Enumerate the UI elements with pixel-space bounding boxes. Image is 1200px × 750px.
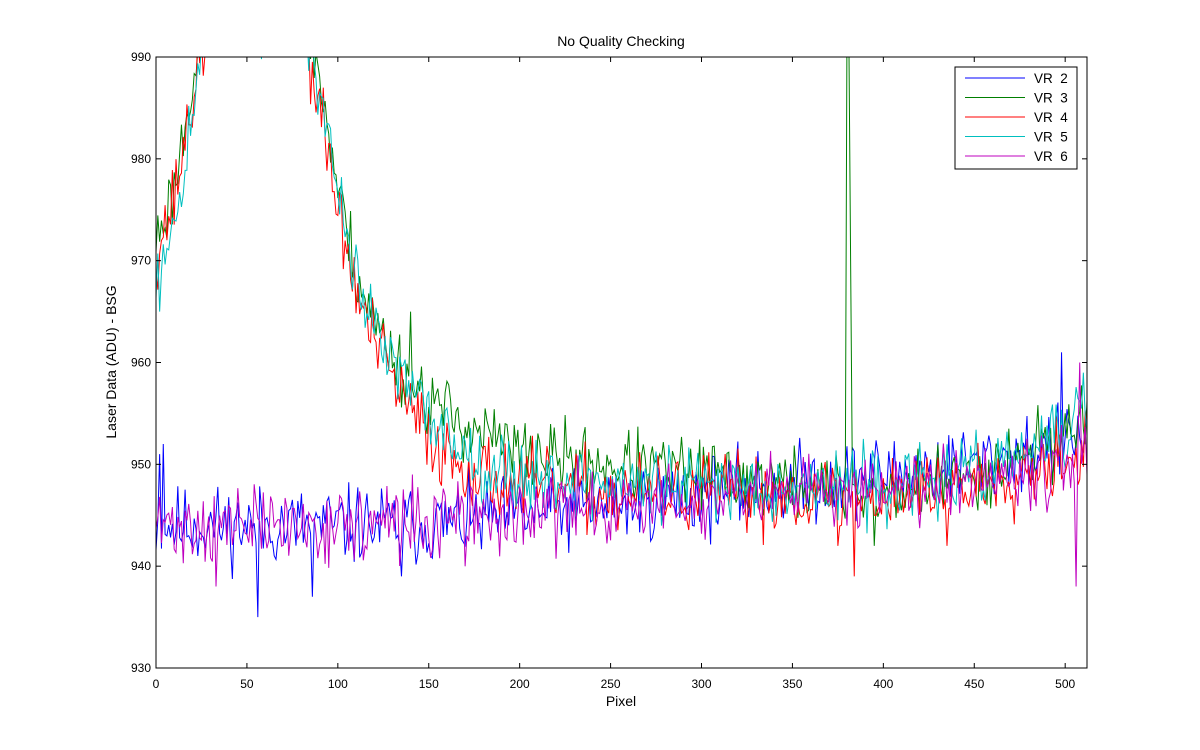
x-tick-label: 150 (419, 677, 439, 691)
series-line-vr6 (156, 362, 1087, 587)
legend: VR 2 VR 3 VR 4 VR 5 VR 6 (954, 66, 1078, 170)
ticks-layer: 0 50 100 150 200 250 300 350 400 450 500 930 940 950 9… (131, 50, 1087, 691)
x-tick-label: 350 (782, 677, 802, 691)
x-tick-label: 300 (691, 677, 711, 691)
plot-area (156, 57, 1087, 668)
y-tick-label: 930 (131, 661, 151, 675)
legend-label: VR 6 (1034, 149, 1068, 164)
x-tick-label: 50 (240, 677, 254, 691)
x-tick-label: 450 (964, 677, 984, 691)
x-tick-label: 0 (153, 677, 160, 691)
y-tick-label: 990 (131, 50, 151, 64)
legend-label: VR 2 (1034, 71, 1068, 86)
y-tick-label: 960 (131, 356, 151, 370)
series-layer (156, 57, 1087, 618)
x-tick-label: 100 (328, 677, 348, 691)
x-tick-label: 400 (873, 677, 893, 691)
x-tick-label: 200 (510, 677, 530, 691)
legend-label: VR 5 (1034, 130, 1068, 145)
x-tick-label: 250 (601, 677, 621, 691)
legend-label: VR 3 (1034, 91, 1068, 106)
legend-box (954, 66, 1078, 170)
x-tick-label: 500 (1055, 677, 1075, 691)
y-axis-label: Laser Data (ADU) - BSG (103, 285, 119, 438)
chart-title: No Quality Checking (557, 33, 685, 49)
y-tick-label: 950 (131, 457, 151, 471)
y-tick-label: 940 (131, 559, 151, 573)
y-tick-label: 980 (131, 152, 151, 166)
x-axis-label: Pixel (606, 693, 636, 709)
y-tick-label: 970 (131, 254, 151, 268)
legend-label: VR 4 (1034, 110, 1068, 125)
